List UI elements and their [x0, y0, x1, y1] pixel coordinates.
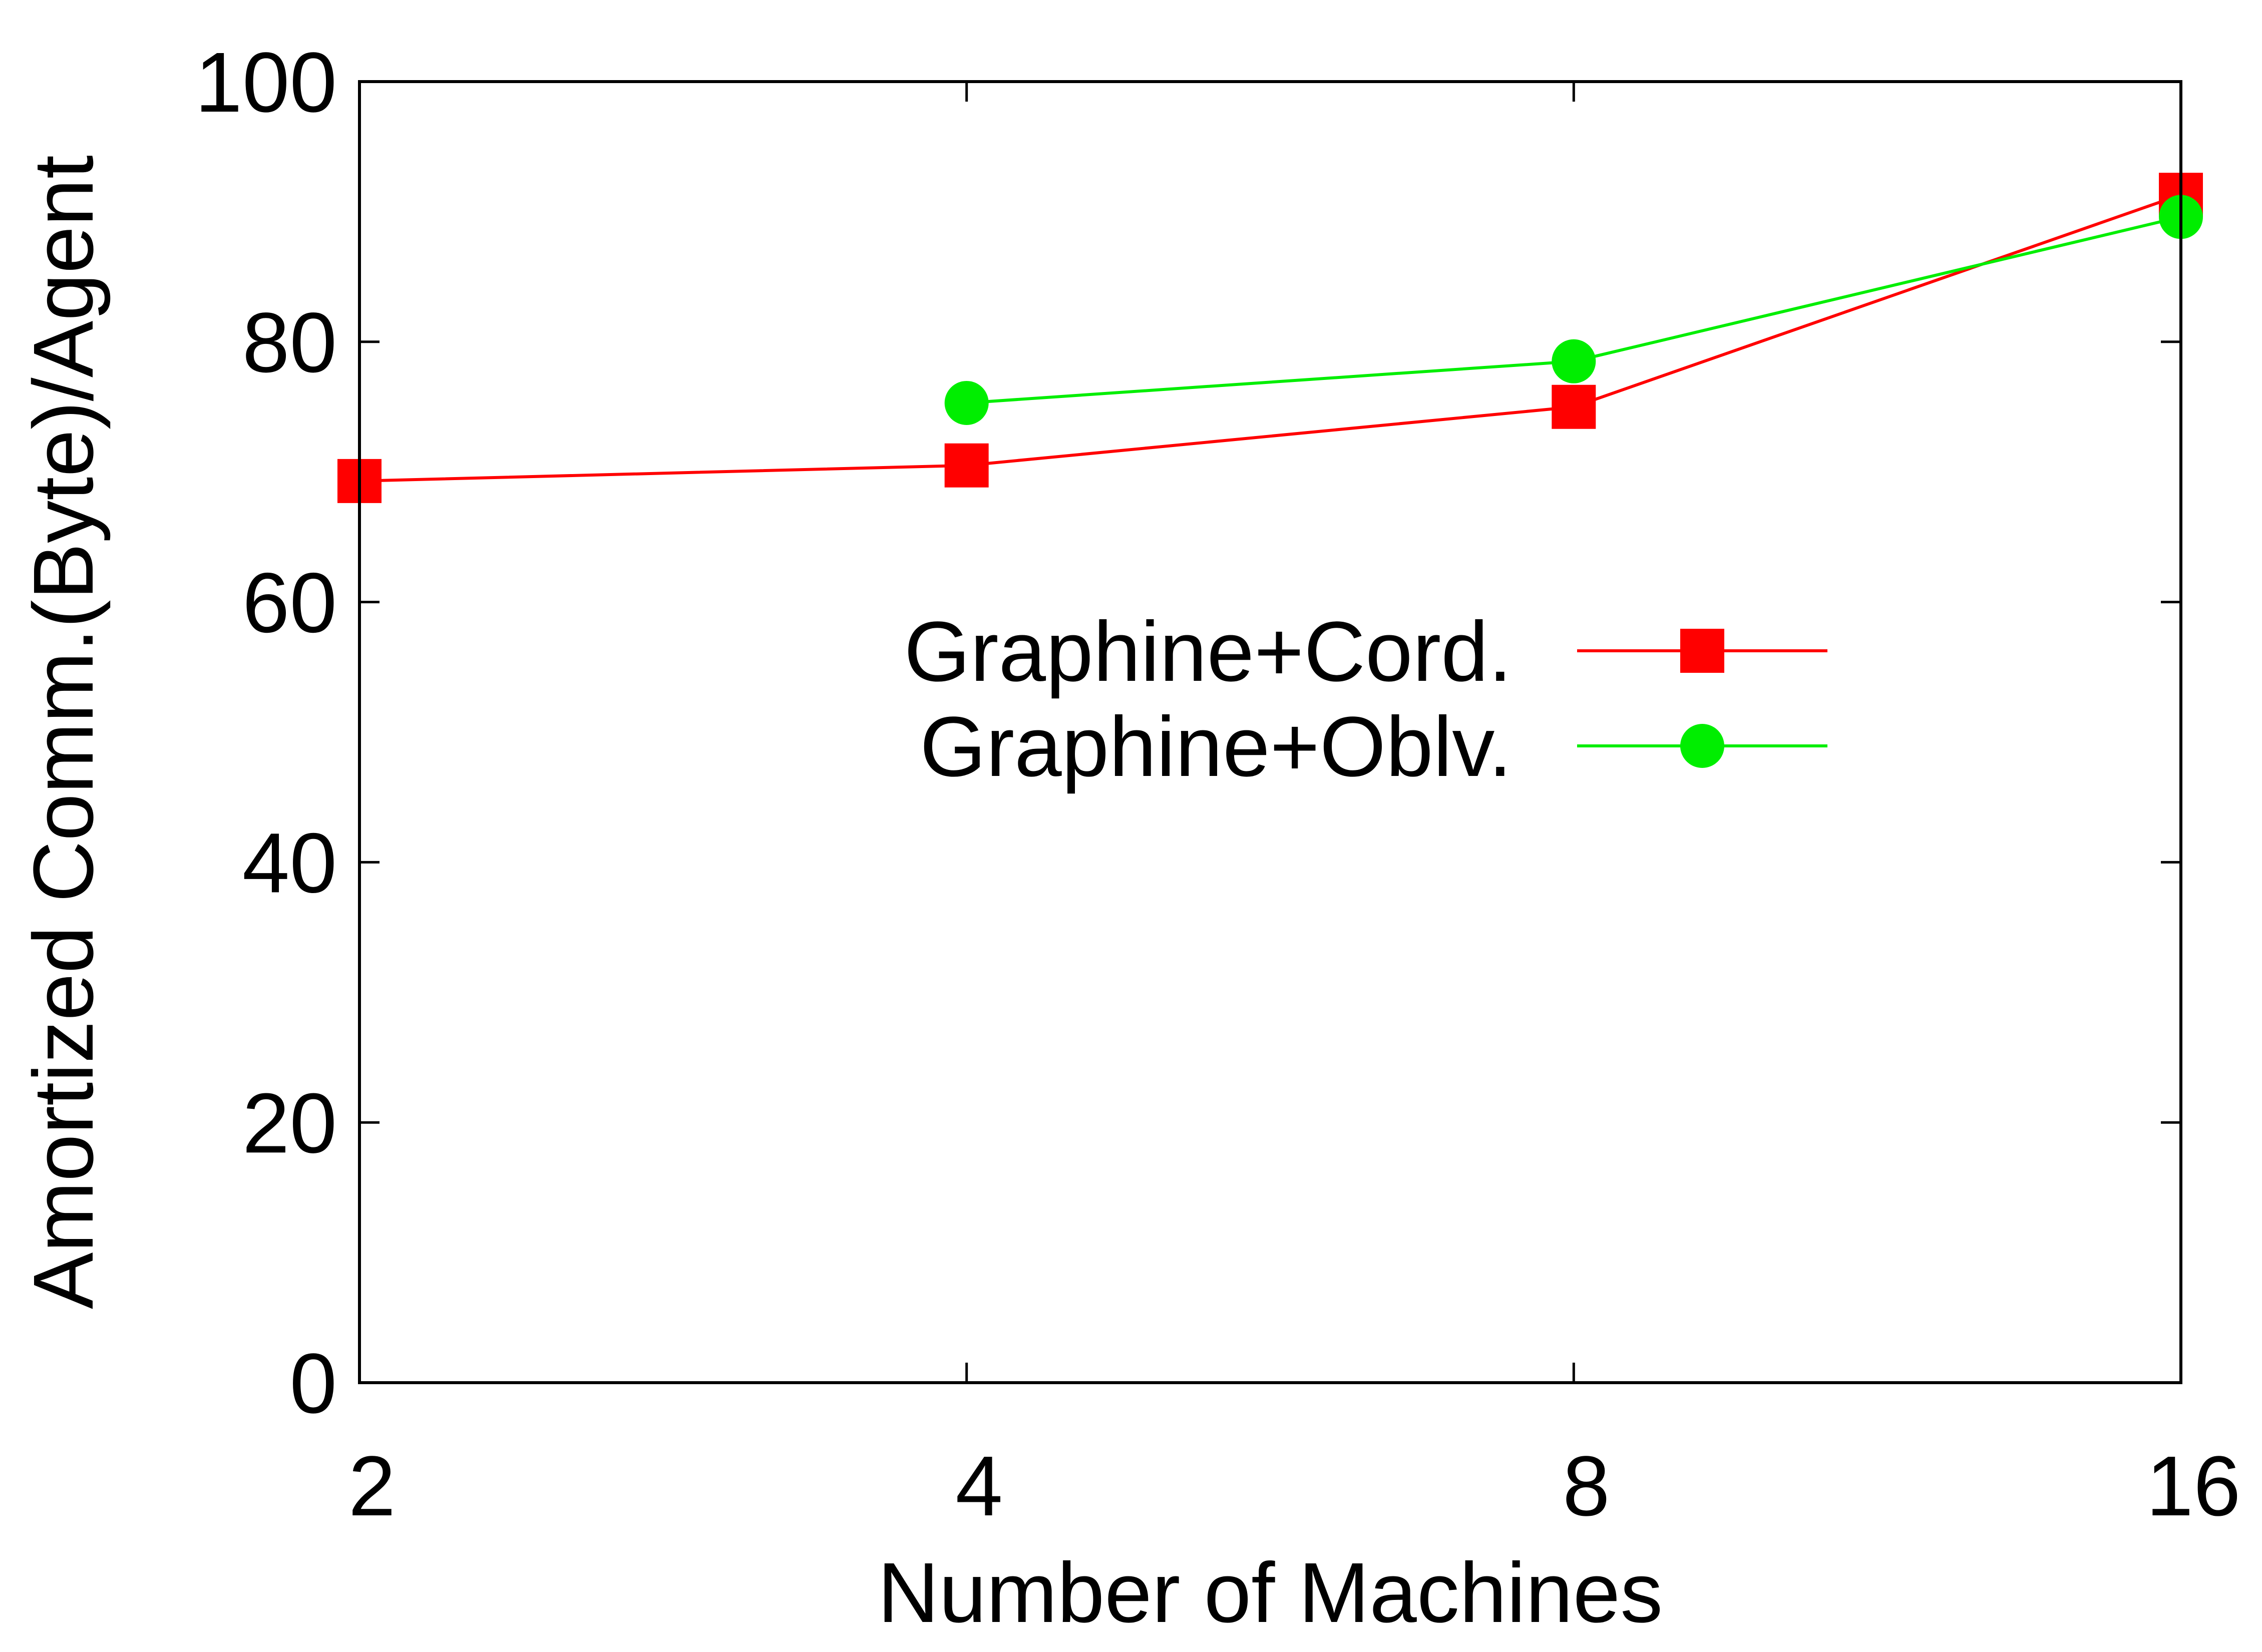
- legend-marker: [1680, 629, 1724, 673]
- x-tick-label: 16: [2146, 1439, 2240, 1534]
- y-tick-label: 0: [289, 1336, 337, 1431]
- y-tick-label: 20: [242, 1076, 337, 1171]
- x-tick-label: 8: [1563, 1439, 1610, 1534]
- data-point-square: [944, 443, 989, 488]
- series-line-1: [359, 193, 2181, 483]
- y-tick-label: 40: [242, 815, 337, 911]
- x-axis-title: Number of Machines: [878, 1545, 1663, 1640]
- data-point-circle: [1552, 339, 1596, 383]
- legend-label: Graphine+Oblv.: [920, 699, 1512, 794]
- legend: Graphine+Cord.Graphine+Oblv.: [904, 604, 1827, 794]
- y-tick-label: 100: [195, 35, 337, 130]
- tick-labels: 0 20 40 60 80 100 2 4 8 16: [195, 35, 2240, 1534]
- y-tick-label: 60: [242, 556, 337, 651]
- plot-frame: [358, 80, 2182, 1384]
- y-tick-label: 80: [242, 295, 337, 390]
- y-axis-title: Amortized Comm.(Byte)/Agent: [16, 155, 111, 1309]
- legend-marker: [1680, 724, 1724, 768]
- x-tick-label: 4: [955, 1439, 1003, 1534]
- x-tick-label: 2: [348, 1439, 396, 1534]
- series-markers: [337, 173, 2203, 503]
- data-point-square: [1552, 384, 1596, 429]
- legend-label: Graphine+Cord.: [904, 604, 1512, 699]
- data-point-circle: [944, 380, 989, 425]
